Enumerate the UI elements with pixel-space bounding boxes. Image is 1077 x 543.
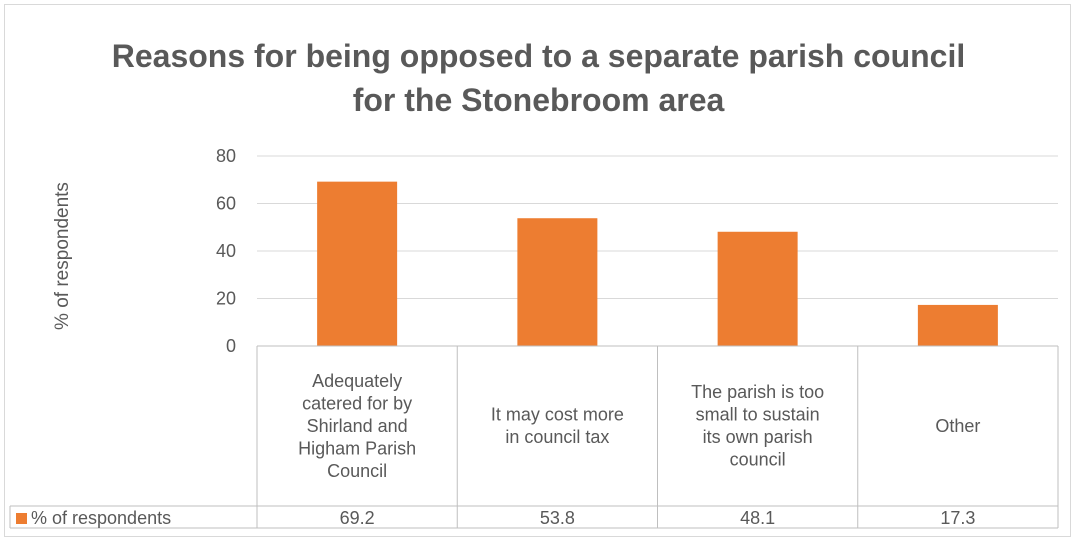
y-axis-label: % of respondents [52,182,73,330]
bar-0 [317,181,398,346]
legend-swatch [16,513,27,524]
data-value-3: 17.3 [940,508,975,528]
category-label-0-line-2: Shirland and [307,416,408,436]
chart-title: Reasons for being opposed to a separate … [0,34,1077,122]
category-label-2-line-0: The parish is too [691,382,824,402]
y-tick-80: 80 [216,146,236,166]
category-label-1-line-1: in council tax [505,427,609,447]
data-value-1: 53.8 [540,508,575,528]
category-label-0-line-1: catered for by [302,393,412,413]
category-label-1-line-0: It may cost more [491,405,624,425]
bar-1 [517,218,598,346]
category-label-0-line-4: Council [327,461,387,481]
bars [317,181,998,346]
data-value-0: 69.2 [340,508,375,528]
category-label-2-line-1: small to sustain [696,405,820,425]
category-label-2-line-3: council [730,450,786,470]
bar-2 [717,231,798,346]
category-label-0-line-0: Adequately [312,371,402,391]
chart-title-line-1: Reasons for being opposed to a separate … [111,38,966,74]
y-tick-40: 40 [216,241,236,261]
y-tick-0: 0 [226,336,236,356]
chart-title-line-2: for the Stonebroom area [352,82,725,118]
category-label-3-line-0: Other [935,416,980,436]
data-value-2: 48.1 [740,508,775,528]
legend-label: % of respondents [31,508,171,528]
bar-3 [917,304,998,346]
y-tick-labels: 0 20 40 60 80 [216,146,236,356]
category-label-2-line-2: its own parish [703,427,813,447]
y-tick-20: 20 [216,289,236,309]
category-label-0-line-3: Higham Parish [298,438,416,458]
y-tick-60: 60 [216,194,236,214]
